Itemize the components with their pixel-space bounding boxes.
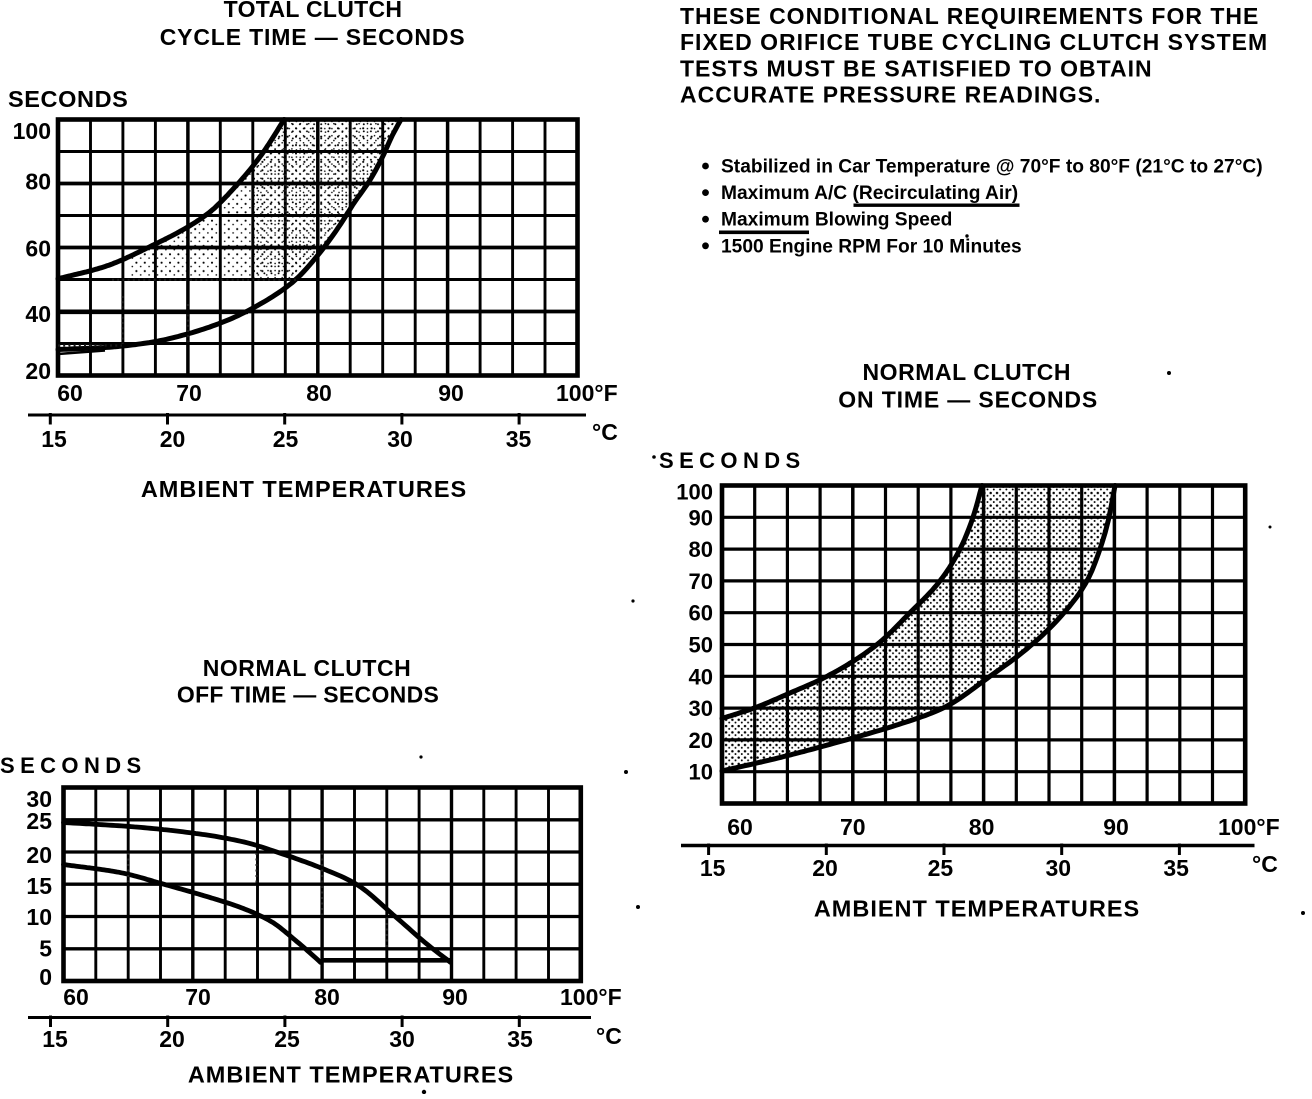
svg-text:60: 60: [689, 601, 713, 626]
svg-text:30: 30: [387, 426, 413, 452]
svg-text:SECONDS: SECONDS: [659, 448, 806, 473]
svg-text:30: 30: [689, 696, 713, 721]
svg-text:ON TIME — SECONDS: ON TIME — SECONDS: [838, 387, 1098, 413]
svg-text:TOTAL CLUTCH: TOTAL CLUTCH: [224, 0, 403, 22]
svg-text:ACCURATE PRESSURE READINGS.: ACCURATE PRESSURE READINGS.: [680, 82, 1101, 108]
svg-text:°C: °C: [596, 1023, 622, 1049]
svg-text:10: 10: [689, 760, 713, 785]
svg-text:15: 15: [42, 1026, 68, 1052]
svg-text:60: 60: [63, 984, 89, 1010]
svg-text:100°F: 100°F: [556, 380, 618, 406]
svg-text:25: 25: [26, 808, 52, 834]
svg-text:1500 Engine RPM For 10 Minutes: 1500 Engine RPM For 10 Minutes: [721, 236, 1022, 257]
svg-text:25: 25: [928, 855, 954, 881]
svg-text:80: 80: [25, 169, 51, 195]
svg-text:20: 20: [25, 358, 51, 384]
svg-text:80: 80: [314, 984, 340, 1010]
svg-text:90: 90: [689, 505, 713, 530]
svg-text:NORMAL CLUTCH: NORMAL CLUTCH: [203, 655, 412, 681]
svg-text:90: 90: [1103, 814, 1129, 840]
svg-text:NORMAL CLUTCH: NORMAL CLUTCH: [863, 359, 1072, 385]
svg-text:Stabilized in Car Temperature: Stabilized in Car Temperature @ 70°F to …: [721, 157, 1263, 178]
svg-text:30: 30: [26, 786, 52, 812]
svg-text:70: 70: [185, 984, 211, 1010]
svg-text:FIXED ORIFICE TUBE CYCLING CLU: FIXED ORIFICE TUBE CYCLING CLUTCH SYSTEM: [680, 29, 1268, 55]
svg-text:SECONDS: SECONDS: [8, 86, 128, 112]
svg-text:15: 15: [41, 426, 67, 452]
svg-text:30: 30: [389, 1026, 415, 1052]
svg-text:90: 90: [442, 984, 468, 1010]
svg-text:70: 70: [840, 814, 866, 840]
svg-text:100°F: 100°F: [1218, 814, 1280, 840]
svg-text:20: 20: [812, 855, 838, 881]
svg-text:70: 70: [176, 380, 202, 406]
svg-text:60: 60: [727, 814, 753, 840]
svg-text:5: 5: [39, 936, 52, 962]
svg-text:20: 20: [689, 728, 713, 753]
svg-text:40: 40: [689, 664, 713, 689]
svg-text:°C: °C: [1252, 851, 1278, 877]
svg-text:AMBIENT TEMPERATURES: AMBIENT TEMPERATURES: [188, 1062, 514, 1088]
svg-text:AMBIENT TEMPERATURES: AMBIENT TEMPERATURES: [814, 896, 1140, 922]
svg-text:CYCLE TIME — SECONDS: CYCLE TIME — SECONDS: [160, 24, 466, 50]
svg-text:20: 20: [160, 426, 186, 452]
svg-text:60: 60: [25, 236, 51, 262]
svg-text:0: 0: [39, 964, 52, 990]
svg-text:20: 20: [26, 842, 52, 868]
svg-text:35: 35: [507, 1026, 533, 1052]
svg-text:AMBIENT TEMPERATURES: AMBIENT TEMPERATURES: [141, 476, 467, 502]
svg-text:15: 15: [26, 873, 52, 899]
svg-text:60: 60: [57, 380, 83, 406]
svg-text:50: 50: [689, 633, 713, 658]
svg-text:15: 15: [700, 855, 726, 881]
svg-text:Maximum A/C (Recirculating Air: Maximum A/C (Recirculating Air): [721, 183, 1018, 204]
svg-text:100: 100: [13, 118, 51, 144]
svg-text:TESTS MUST BE SATISFIED TO OBT: TESTS MUST BE SATISFIED TO OBTAIN: [680, 55, 1153, 81]
svg-text:THESE CONDITIONAL REQUIREMENTS: THESE CONDITIONAL REQUIREMENTS FOR THE: [680, 3, 1259, 29]
svg-text:35: 35: [506, 426, 532, 452]
svg-text:10: 10: [26, 904, 52, 930]
svg-text:35: 35: [1163, 855, 1189, 881]
svg-text:30: 30: [1046, 855, 1072, 881]
svg-text:SECONDS: SECONDS: [0, 753, 147, 778]
svg-text:80: 80: [969, 814, 995, 840]
svg-text:20: 20: [159, 1026, 185, 1052]
svg-text:Maximum Blowing Speed: Maximum Blowing Speed: [721, 210, 952, 231]
svg-text:°C: °C: [592, 419, 618, 445]
svg-text:40: 40: [25, 301, 51, 327]
svg-text:70: 70: [689, 569, 713, 594]
svg-text:25: 25: [273, 426, 299, 452]
svg-text:100°F: 100°F: [560, 984, 622, 1010]
svg-text:25: 25: [274, 1026, 300, 1052]
svg-text:100: 100: [676, 480, 713, 505]
svg-text:80: 80: [689, 537, 713, 562]
svg-text:OFF TIME — SECONDS: OFF TIME — SECONDS: [177, 682, 439, 708]
svg-text:90: 90: [438, 380, 464, 406]
svg-text:80: 80: [306, 380, 332, 406]
